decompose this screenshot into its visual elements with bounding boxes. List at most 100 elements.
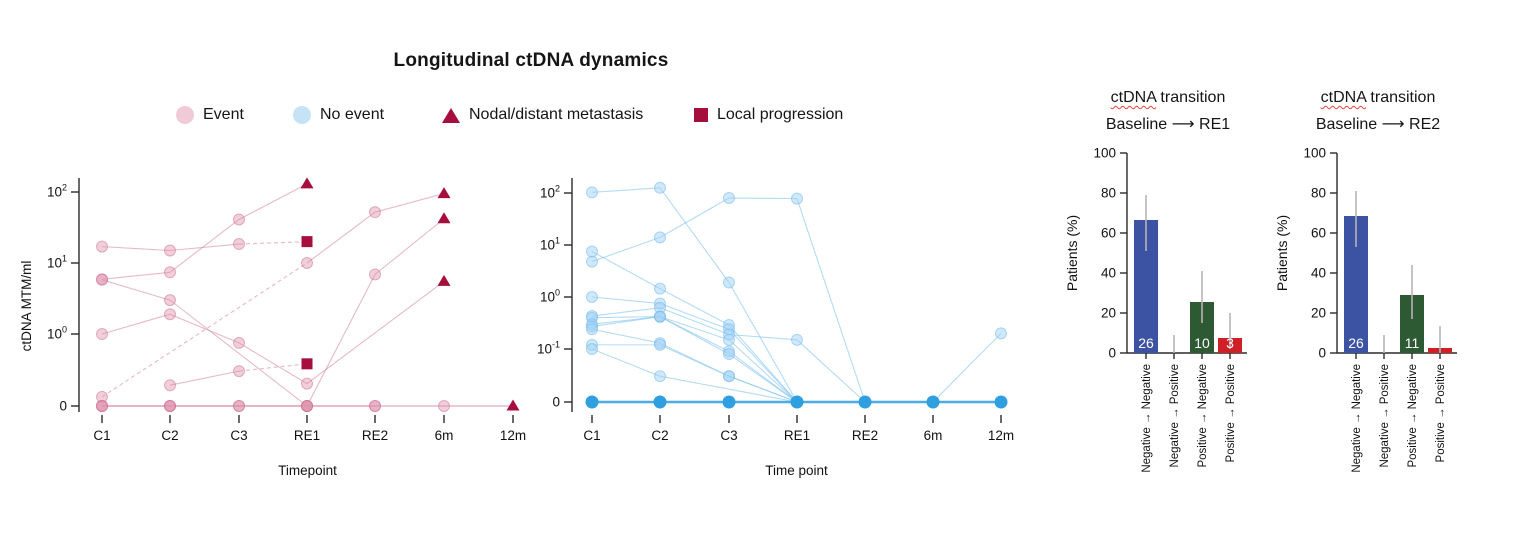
y-tick-label: 100 [47,325,67,342]
legend-item-local-progression: Local progression [694,104,843,126]
y-tick-label: 80 [1101,186,1116,201]
data-point [233,238,245,251]
zero-point [790,395,804,409]
x-category-label: Negative → Negative [1351,364,1363,473]
data-point [96,328,108,340]
data-point [723,192,735,205]
nodal-distant-metastasis-marker [437,274,451,286]
data-point [438,400,450,412]
data-point [723,348,735,361]
noevent-patient-9-line [591,328,661,344]
x-axis-title: Time point [765,463,828,478]
y-tick-label: 80 [1311,186,1326,201]
data-point [586,186,598,199]
event-circle-icon [176,106,194,124]
bar-chart-title-re1: ctDNA transition Baseline ⟶ RE1 [1018,84,1318,138]
bar-count-label: 11 [1405,335,1420,351]
y-tick-label: 40 [1101,266,1116,281]
data-point [233,400,245,412]
data-point [723,370,735,383]
event-patient-4-line [169,313,240,344]
event-patient-2-line [169,219,240,273]
y-tick-label: 20 [1101,306,1116,321]
zero-point [722,395,736,409]
event-patient-5-line [306,211,376,264]
data-point [301,400,313,412]
legend-item-nodal-metastasis: Nodal/distant metastasis [442,104,643,126]
x-tick-label: RE2 [362,428,388,443]
data-point [995,327,1007,340]
data-point [791,333,803,346]
x-tick-label: C3 [230,428,247,443]
data-point [791,192,803,205]
title-rest: transition [1365,89,1436,106]
bar-count-label: 26 [1138,335,1154,351]
transition-re2: 0 20 40 60 80 100 Patients (%) 26 Negative → Neg… [1274,146,1457,473]
noevent-patient-5-line [796,339,866,403]
data-point [654,181,666,194]
event-patient-3-line [169,299,308,407]
zero-point [926,395,940,409]
data-point [586,255,598,268]
data-point [723,276,735,289]
x-category-label: Negative → Positive [1379,364,1391,468]
legend-label: No event [320,106,385,123]
y-tick-label: 0 [1318,346,1326,361]
event-patient-1-line [238,241,308,245]
noevent-patient-3-line [591,251,661,290]
y-tick-label: 10-1 [537,340,560,357]
legend-item-event: Event [176,104,244,126]
data-point [164,400,176,412]
y-tick-label: 0 [552,395,560,410]
y-tick-label: 60 [1311,226,1326,241]
noevent-patient-4-line [659,302,730,330]
x-tick-label: 6m [435,428,454,443]
legend-label: Local progression [717,106,844,123]
bar-count-label: 10 [1194,335,1210,351]
y-tick-label: 40 [1311,266,1326,281]
legend-item-no-event: No event [293,104,384,126]
noevent-patient-5-line [728,333,798,341]
y-axis-title: ctDNA MTM/ml [19,261,34,352]
data-point [301,257,313,269]
data-point [586,323,598,336]
bar-count-label: 26 [1348,335,1364,351]
y-tick-label: 100 [540,288,560,305]
data-point [654,231,666,244]
no-event-plot: 102 101 100 10-1 0 C1 C2 C3 RE1 RE2 6m 12m Time poin… [537,178,1014,478]
event-patient-2-line [238,183,308,220]
noevent-patient-6-line [659,316,730,341]
y-tick-label: 0 [1108,346,1116,361]
data-point [301,377,313,390]
noevent-patient-8-line [591,316,661,328]
local-progression-marker [301,236,313,248]
x-category-label: Positive → Positive [1225,364,1237,462]
event-patient-1-line [101,246,171,252]
legend-label: Event [203,106,244,123]
bar-count-label: 3 [1226,335,1234,351]
event-patient-6-line [169,370,240,386]
event-patient-5-line [374,193,445,213]
local-progression-marker [301,358,313,370]
noevent-patient-1-line [659,187,730,283]
noevent-patient-11-line [591,348,661,377]
event-patient-4-line [306,280,445,385]
y-axis-title: Patients (%) [1064,215,1080,291]
event-plot: 102 101 100 0 C1 C2 C3 RE1 RE2 6m 12m Timepoint ctDN… [19,177,526,478]
noevent-patient-10-line [728,375,798,403]
data-point [369,206,381,219]
data-point [654,282,666,295]
event-patient-3-line [306,274,376,407]
y-tick-label: 102 [47,183,67,200]
title-word: ctDNA [1320,89,1366,106]
data-point [654,310,666,323]
x-tick-label: C1 [93,428,110,443]
x-tick-label: 12m [988,428,1014,443]
noevent-patient-8-line [659,316,730,355]
triangle-icon [442,107,460,123]
title-subtitle: Baseline ⟶ RE1 [1105,116,1231,133]
noevent-patient-12-line [932,332,1002,403]
noevent-patient-6-line [591,316,661,319]
